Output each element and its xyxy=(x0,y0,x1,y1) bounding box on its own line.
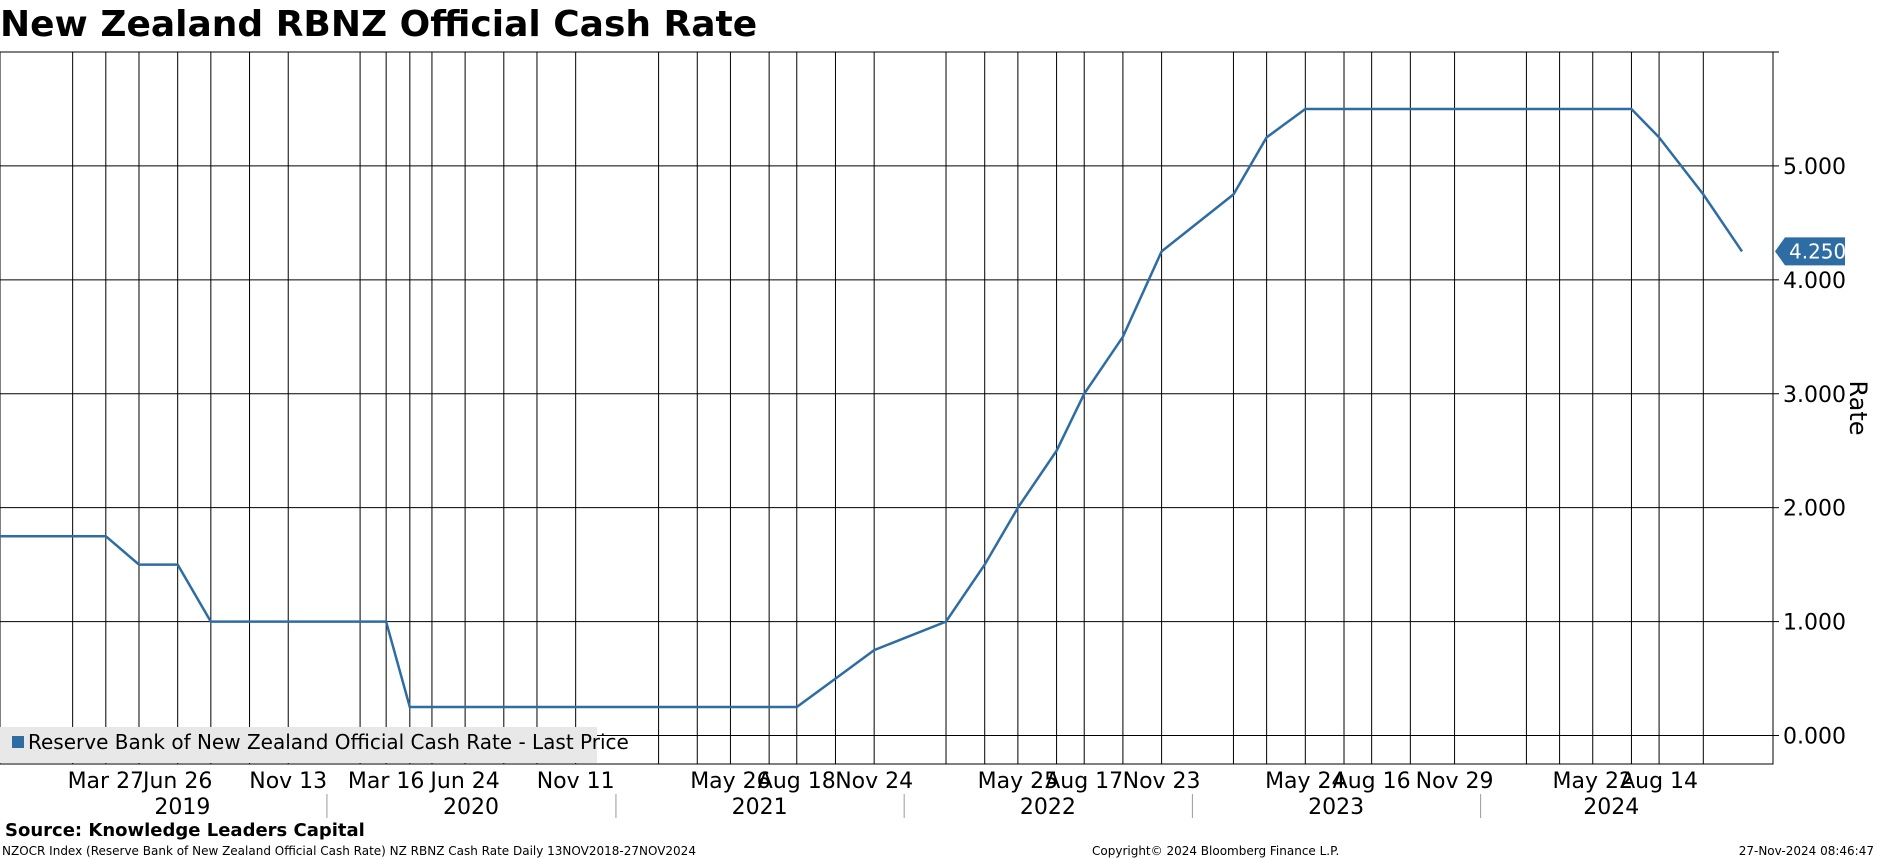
series-line xyxy=(0,107,1744,709)
legend-label: Reserve Bank of New Zealand Official Cas… xyxy=(28,730,629,754)
grid-layer xyxy=(0,52,1773,764)
y-tick-label: 4.000 xyxy=(1783,269,1846,294)
x-tick-label: Nov 23 xyxy=(1123,769,1201,794)
y-tick-label: 3.000 xyxy=(1783,383,1846,408)
x-tick-label: May 24 xyxy=(1265,769,1345,794)
x-tick-label: Aug 14 xyxy=(1620,769,1698,794)
x-year-label: 2023 xyxy=(1308,795,1364,820)
last-value-badge-shape xyxy=(1775,237,1845,266)
y-axis: 0.000 1.000 2.000 3.000 4.000 5.000 xyxy=(1773,51,1846,750)
x-tick-label: Nov 29 xyxy=(1416,769,1494,794)
y-tick-label: 0.000 xyxy=(1783,725,1846,750)
y-tick-label: 1.000 xyxy=(1783,611,1846,636)
x-year-label: 2024 xyxy=(1583,795,1639,820)
x-year-label: 2020 xyxy=(443,795,499,820)
x-tick-label: Nov 13 xyxy=(249,769,327,794)
x-tick-label: Jun 26 xyxy=(141,769,212,794)
source-note: Source: Knowledge Leaders Capital xyxy=(5,820,365,841)
x-tick-label: Mar 27 xyxy=(68,769,145,794)
footer-center: Copyright© 2024 Bloomberg Finance L.P. xyxy=(1092,844,1339,858)
x-tick-label: May 25 xyxy=(978,769,1058,794)
footer-left: NZOCR Index (Reserve Bank of New Zealand… xyxy=(2,844,696,858)
x-tick-label: May 22 xyxy=(1553,769,1633,794)
x-tick-label: Mar 16 xyxy=(348,769,425,794)
footer-right: 27-Nov-2024 08:46:47 xyxy=(1739,844,1874,858)
plot-frame xyxy=(0,51,1774,765)
x-year-label: 2019 xyxy=(154,795,210,820)
legend-swatch xyxy=(12,736,24,748)
x-tick-label: Aug 17 xyxy=(1045,769,1123,794)
x-year-label: 2022 xyxy=(1020,795,1076,820)
x-tick-label: May 26 xyxy=(690,769,770,794)
legend: Reserve Bank of New Zealand Official Cas… xyxy=(0,727,629,763)
x-tick-label: Jun 24 xyxy=(428,769,499,794)
x-tick-label: Aug 16 xyxy=(1333,769,1411,794)
x-tick-label: Nov 11 xyxy=(537,769,615,794)
last-value-label: 4.250 xyxy=(1789,239,1846,263)
y-tick-label: 2.000 xyxy=(1783,497,1846,522)
legend-background xyxy=(0,727,597,763)
y-tick-label: 5.000 xyxy=(1783,155,1846,180)
y-axis-label: Rate xyxy=(1844,380,1872,435)
x-tick-label: Aug 18 xyxy=(758,769,836,794)
x-year-label: 2021 xyxy=(732,795,788,820)
last-value-badge: 4.250 xyxy=(1775,237,1846,266)
chart-title: New Zealand RBNZ Official Cash Rate xyxy=(0,4,757,45)
x-tick-label: Nov 24 xyxy=(835,769,913,794)
